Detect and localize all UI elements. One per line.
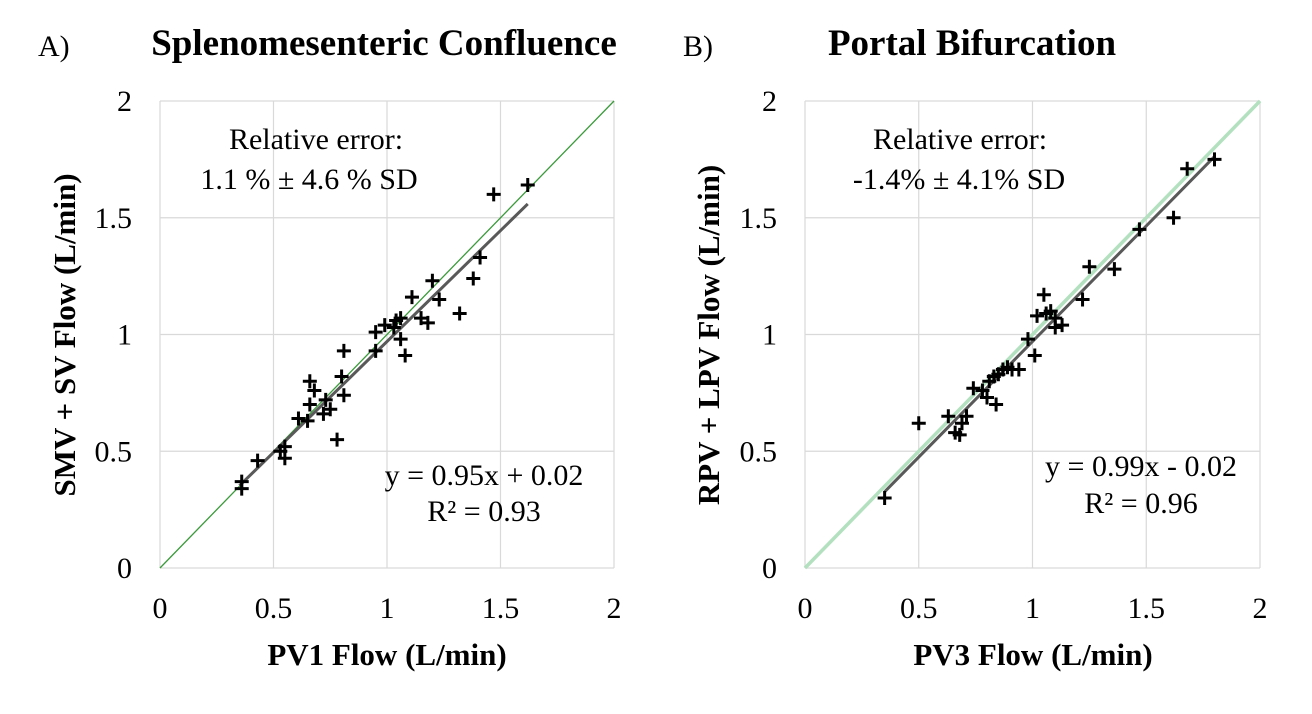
- panel-a-data-point: [466, 271, 481, 286]
- panel-a-data-point: [277, 451, 292, 466]
- panel-a-data-point: [300, 413, 315, 428]
- panel-b-data-point: [1107, 262, 1122, 277]
- panel-a-x-tick-label: 0: [153, 592, 168, 625]
- panel-a-x-tick-label: 1.5: [482, 592, 520, 625]
- panel-a-data-point: [336, 343, 351, 358]
- panel-b-data-point: [980, 390, 994, 405]
- panel-a-letter: A): [38, 30, 70, 63]
- panel-b-x-tick-label: 0.5: [900, 592, 938, 625]
- panel-b-data-point: [1048, 320, 1063, 335]
- panel-a-x-tick-label: 1: [380, 592, 395, 625]
- panel-b-data-point: [941, 409, 956, 424]
- panel-b-data-point: [1075, 292, 1090, 307]
- panel-a-relative-error-value: 1.1 % ± 4.6 % SD: [200, 163, 417, 196]
- panel-b-r-squared: R² = 0.96: [1084, 487, 1197, 520]
- panel-b-data-point: [975, 383, 990, 398]
- panel-a-data-point: [404, 290, 419, 305]
- panel-a-y-axis-label: SMV + SV Flow (L/min): [47, 173, 82, 496]
- panel-a-data-point: [302, 397, 317, 412]
- panel-a-data-point: [393, 311, 408, 326]
- panel-b-data-point: [911, 416, 926, 431]
- panel-b-data-point: [1082, 259, 1097, 274]
- panel-a-y-tick-label: 2: [117, 85, 132, 118]
- panel-a-data-point: [425, 273, 440, 288]
- panel-b-x-tick-label: 1.5: [1128, 592, 1166, 625]
- panel-a-x-axis-label: PV1 Flow (L/min): [267, 637, 506, 672]
- panel-b-y-tick-label: 0.5: [740, 435, 778, 468]
- panel-b-data-point: [989, 397, 1004, 412]
- panel-a-plot: 0 0.5 1 1.5 2 0 0.5 1 1.5 2: [95, 85, 622, 625]
- panel-b-identity-line: [803, 99, 1262, 570]
- panel-b-title: Portal Bifurcation: [828, 23, 1117, 64]
- panel-b-x-axis-label: PV3 Flow (L/min): [913, 637, 1152, 672]
- panel-a-data-point: [393, 332, 408, 347]
- panel-a-y-tick-label: 1.5: [95, 202, 133, 235]
- panel-b-x-tick-label: 2: [1253, 592, 1268, 625]
- panel-a-data-point: [386, 320, 401, 335]
- panel-a-trendline: [238, 202, 529, 487]
- panel-a-data-point: [398, 348, 413, 363]
- panel-a-y-tick-label: 0: [117, 552, 132, 585]
- panel-b-relative-error-label: Relative error:: [873, 123, 1047, 156]
- panel-b-plot: 0 0.5 1 1.5 2 0 0.5 1 1.5 2: [740, 85, 1268, 625]
- panel-a-x-tick-label: 2: [607, 592, 622, 625]
- panel-b-y-tick-label: 1: [762, 319, 777, 352]
- panel-b-data-point: [1027, 348, 1042, 363]
- panel-a-data-point: [334, 369, 349, 384]
- panel-b-data-point: [1011, 362, 1026, 377]
- panel-a-y-tick-label: 1: [117, 319, 132, 352]
- panel-b-data-point: [877, 490, 892, 505]
- panel-a-x-tick-label: 0.5: [255, 592, 293, 625]
- panel-b-data-point: [1030, 308, 1045, 323]
- panel-b-data-point: [952, 427, 967, 442]
- panel-b-data-point: [966, 381, 981, 396]
- panel-a-data-point: [250, 453, 265, 468]
- panel-b-x-tick-label: 1: [1025, 592, 1040, 625]
- panel-a-data-point: [452, 306, 467, 321]
- panel-a-data-point: [291, 411, 306, 426]
- panel-b-fit-equation: y = 0.99x - 0.02: [1045, 450, 1237, 483]
- panel-b-data-point: [1036, 287, 1051, 302]
- panel-a-data-point: [323, 402, 338, 417]
- panel-a-data-point: [486, 187, 501, 202]
- panel-a-data-point: [330, 432, 345, 447]
- panel-a-identity-line: [159, 100, 615, 569]
- panel-a-data-point: [432, 292, 447, 307]
- panel-a-data-point: [336, 388, 351, 403]
- panel-b-data-point: [959, 409, 974, 424]
- panel-b-data-point: [1132, 222, 1147, 237]
- panel-a-data-point: [368, 325, 383, 340]
- panel-a-relative-error-label: Relative error:: [229, 123, 403, 156]
- panel-b-y-tick-label: 1.5: [740, 202, 778, 235]
- panel-b-y-tick-label: 0: [762, 552, 777, 585]
- panel-a-data-point: [318, 392, 333, 407]
- panel-b-y-axis-label: RPV + LPV Flow (L/min): [691, 165, 726, 505]
- panel-a-data-point: [377, 318, 392, 333]
- panel-a-data-point: [277, 439, 292, 454]
- panel-b-data-point: [1180, 161, 1195, 176]
- panel-a-data-point: [473, 250, 488, 265]
- panel-a-data-point: [520, 178, 535, 193]
- panel-a-data-point: [302, 374, 317, 389]
- panel-a-data-point: [307, 383, 322, 398]
- panel-a-title: Splenomesenteric Confluence: [151, 23, 617, 64]
- panel-b-data-point: [954, 416, 969, 431]
- panel-b-letter: B): [683, 30, 713, 63]
- panel-b-x-tick-label: 0: [798, 592, 813, 625]
- panel-b-data-point: [1020, 332, 1035, 347]
- panel-b-y-tick-label: 2: [762, 85, 777, 118]
- panel-a-y-tick-label: 0.5: [95, 435, 133, 468]
- panel-b-relative-error-value: -1.4% ± 4.1% SD: [853, 163, 1065, 196]
- panel-b-data-point: [1043, 304, 1058, 319]
- panel-a-fit-equation: y = 0.95x + 0.02: [385, 459, 584, 492]
- panel-b-trendline: [883, 155, 1216, 493]
- panel-a-data-point: [420, 315, 435, 330]
- panel-b-data-point: [1055, 318, 1070, 333]
- panel-b-data-point: [1207, 152, 1222, 167]
- panel-a-r-squared: R² = 0.93: [427, 495, 540, 528]
- panel-b-data-point: [1166, 210, 1181, 225]
- panel-a-data-point: [368, 343, 383, 358]
- panel-a-data-point: [234, 481, 249, 496]
